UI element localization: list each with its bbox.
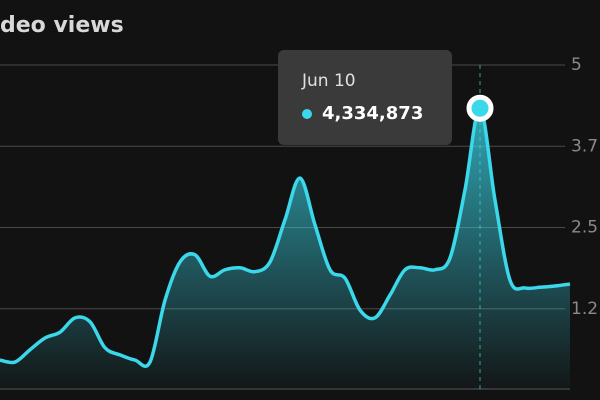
y-tick-label: 2.5 [571, 218, 598, 238]
tooltip-box [278, 50, 452, 145]
area [0, 108, 570, 390]
tooltip-swatch [302, 109, 312, 119]
hover-marker [466, 94, 494, 122]
plot [0, 65, 571, 390]
y-tick-label: 5 [571, 55, 582, 75]
y-tick-label: 1.2 [571, 299, 598, 319]
chart-title: deo views [0, 13, 124, 38]
tooltip-date: Jun 10 [301, 71, 356, 91]
tooltip-value: 4,334,873 [322, 103, 423, 124]
tooltip: Jun 10 4,334,873 [278, 50, 452, 145]
y-tick-label: 3.7 [571, 136, 598, 156]
